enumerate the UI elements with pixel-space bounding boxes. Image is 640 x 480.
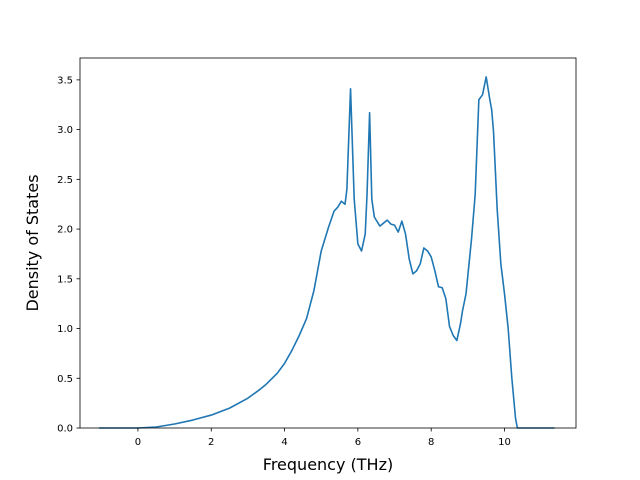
x-tick-label: 6: [355, 437, 361, 448]
y-tick-label: 0.0: [57, 424, 73, 435]
x-axis-ticks: 0 2 4 6 8 10: [135, 428, 511, 448]
series-layer: [98, 76, 555, 429]
x-tick-label: 4: [281, 437, 287, 448]
x-tick-label: 8: [428, 437, 434, 448]
x-tick-label: 0: [135, 437, 141, 448]
y-tick-label: 3.0: [57, 125, 73, 136]
y-axis-ticks: 0.0 0.5 1.0 1.5 2.0 2.5 3.0 3.5: [57, 75, 80, 435]
y-tick-label: 2.0: [57, 225, 73, 236]
y-tick-label: 1.0: [57, 324, 73, 335]
plot-background: [80, 58, 576, 428]
plot-frame: [79, 57, 577, 429]
x-tick-label: 10: [498, 437, 511, 448]
y-tick-label: 2.5: [57, 175, 73, 186]
y-tick-label: 0.5: [57, 374, 73, 385]
x-tick-label: 2: [208, 437, 214, 448]
y-tick-label: 1.5: [57, 274, 73, 285]
y-axis-label: Density of States: [23, 174, 42, 311]
y-tick-label: 3.5: [57, 75, 73, 86]
x-axis-label: Frequency (THz): [263, 455, 393, 474]
dos-series-line: [98, 76, 555, 429]
